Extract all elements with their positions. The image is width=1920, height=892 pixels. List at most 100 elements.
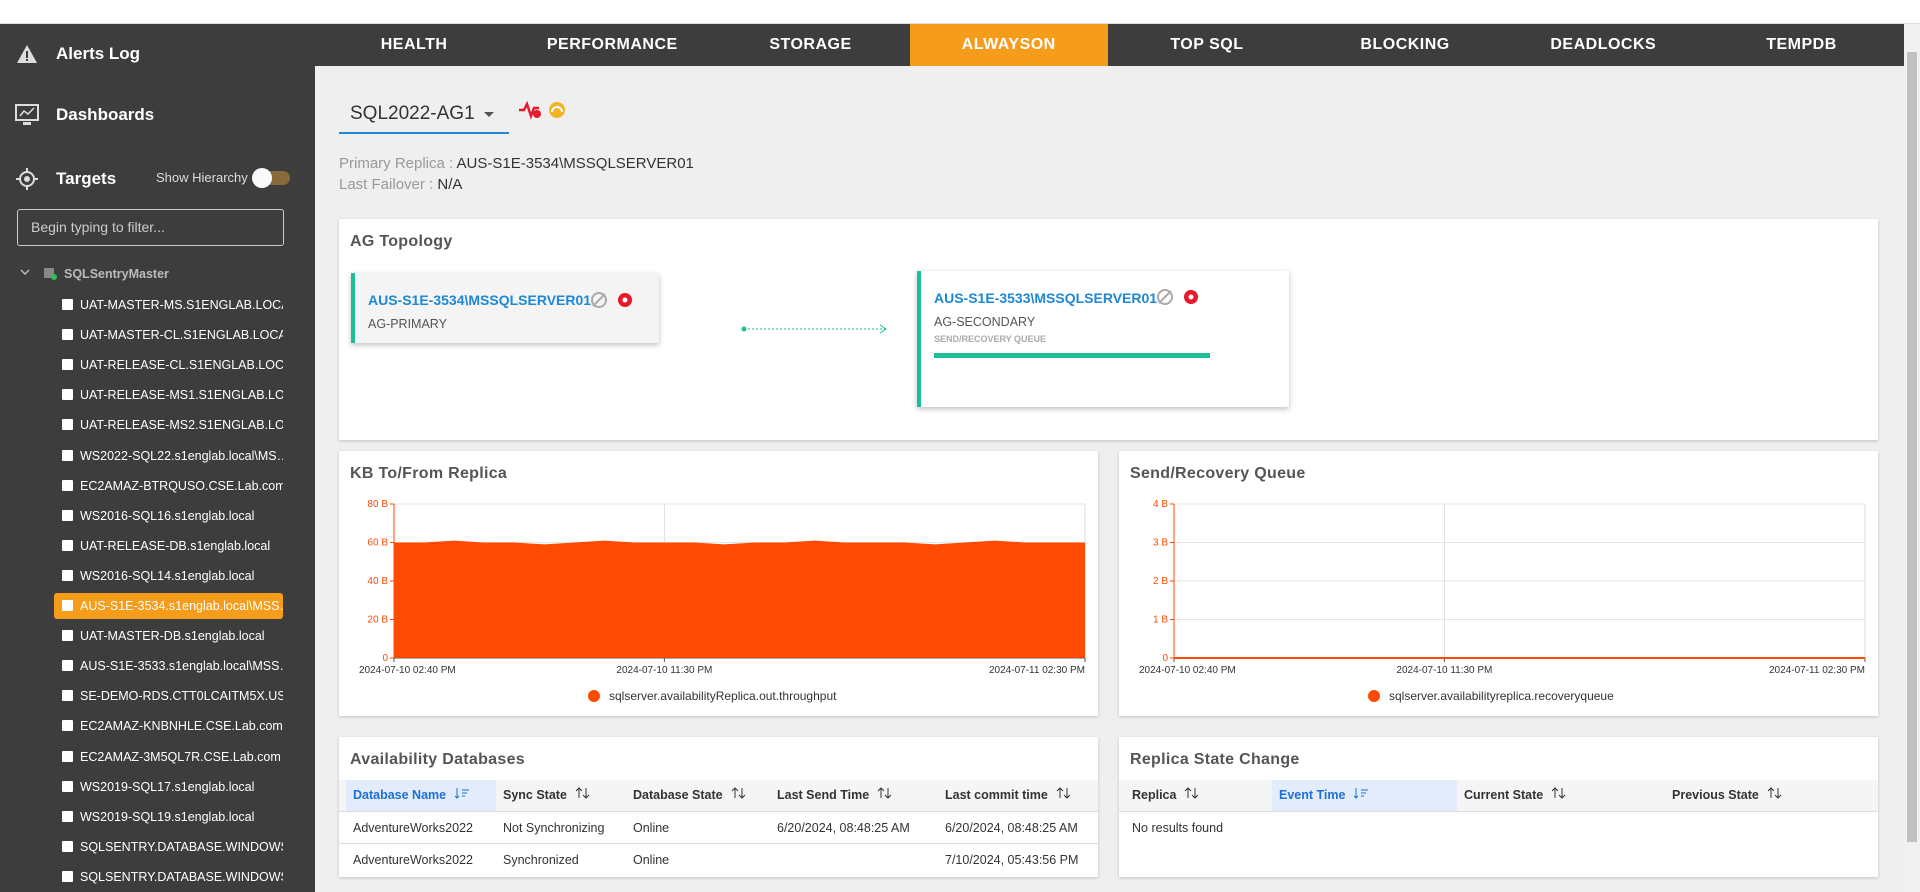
y-tick-label: 2 B — [1153, 576, 1168, 587]
sort-icon — [575, 787, 590, 799]
target-item[interactable]: WS2016-SQL16.s1englab.local — [54, 503, 283, 529]
target-item[interactable]: WS2019-SQL17.s1englab.local — [54, 774, 283, 800]
tab[interactable]: TEMPDB — [1766, 36, 1837, 53]
item-icon — [62, 539, 73, 551]
legend-label: sqlserver.availabilityReplica.out.throug… — [609, 689, 837, 703]
sort-icon — [877, 787, 892, 799]
x-tick-label: 2024-07-10 11:30 PM — [616, 665, 712, 676]
target-item[interactable]: WS2022-SQL22.s1englab.local\MS… — [54, 443, 283, 469]
column-header[interactable]: Replica — [1125, 780, 1272, 811]
y-tick-label: 20 B — [367, 615, 388, 626]
target-item[interactable]: SQLSENTRY.DATABASE.WINDOWS.… — [54, 864, 283, 890]
tree-root[interactable]: SQLSentryMaster — [64, 267, 169, 281]
chart-card: Send/Recovery Queue 0 1 B 2 B 3 B 4 B 2024-07-… — [1119, 451, 1878, 716]
target-item[interactable]: UAT-RELEASE-CL.S1ENGLAB.LOCAL — [54, 352, 283, 378]
item-icon — [62, 389, 73, 401]
nav-dashboards[interactable]: Dashboards — [56, 105, 155, 124]
target-item[interactable]: EC2AMAZ-BTRQUSO.CSE.Lab.com — [54, 473, 283, 499]
target-item[interactable]: AUS-S1E-3533.s1englab.local\MSS… — [54, 653, 283, 679]
item-icon — [62, 600, 73, 611]
node-name: AUS-S1E-3533\MSSQLSERVER01 — [934, 290, 1158, 306]
tab[interactable]: TOP SQL — [1170, 36, 1244, 53]
card-title: KB To/From Replica — [350, 465, 508, 482]
target-item[interactable]: UAT-MASTER-DB.s1englab.local — [54, 623, 283, 649]
primary-replica-row: Primary Replica : AUS-S1E-3534\MSSQLSERV… — [339, 155, 694, 172]
item-icon — [62, 810, 73, 822]
filter-input[interactable]: Begin typing to filter... — [17, 209, 284, 246]
secondary-node[interactable]: AUS-S1E-3533\MSSQLSERVER01 AG-SECONDARY … — [917, 271, 1289, 407]
target-item[interactable]: UAT-RELEASE-DB.s1englab.local — [54, 533, 283, 559]
row-divider — [339, 811, 1098, 812]
target-item[interactable]: UAT-MASTER-CL.S1ENGLAB.LOCAL — [54, 322, 283, 348]
chart: 0 20 B 40 B 60 B 80 B 2024-07-10 02:40 PM 2024… — [359, 499, 1086, 703]
cell: Synchronized — [503, 853, 579, 867]
topology-card: AG Topology AUS-S1E-3534\MSSQLSERVER01 A… — [339, 219, 1878, 440]
y-tick-label: 0 — [382, 653, 388, 664]
tab[interactable]: HEALTH — [380, 36, 448, 53]
sort-icon — [1056, 787, 1071, 799]
chart-card: KB To/From Replica 0 20 B 40 B 60 B 80 B 2024-… — [339, 451, 1098, 716]
header-row — [1119, 780, 1878, 811]
nav-alerts[interactable]: Alerts Log — [56, 44, 141, 63]
column-header[interactable]: Database State — [626, 780, 770, 811]
cell: AdventureWorks2022 — [353, 821, 473, 835]
tab-bar: HEALTH PERFORMANCE STORAGE ALWAYSON TOP SQL B… — [315, 24, 1905, 66]
cell: 7/10/2024, 05:43:56 PM — [945, 853, 1079, 867]
card-title: Send/Recovery Queue — [1130, 465, 1306, 482]
y-tick-label: 40 B — [367, 576, 388, 587]
ag-select[interactable]: SQL2022-AG1 — [339, 94, 509, 134]
target-item[interactable]: UAT-RELEASE-MS1.S1ENGLAB.LOC… — [54, 382, 283, 408]
tab[interactable]: STORAGE — [769, 36, 852, 53]
sidebar: Alerts Log Dashboards Targets Show Hiera… — [0, 24, 315, 892]
node-name: AUS-S1E-3534\MSSQLSERVER01 — [368, 292, 592, 308]
tab[interactable]: PERFORMANCE — [546, 36, 678, 53]
label: Primary Replica : — [339, 155, 454, 172]
x-tick-label: 2024-07-10 11:30 PM — [1396, 665, 1492, 676]
sort-icon — [731, 787, 745, 799]
sort-icon — [1767, 787, 1782, 799]
target-item[interactable]: SE-DEMO-RDS.CTT0LCAITM5X.US-… — [54, 683, 283, 709]
tab[interactable]: DEADLOCKS — [1550, 36, 1657, 53]
y-tick-label: 3 B — [1153, 538, 1168, 549]
dashboard-icon — [15, 104, 39, 125]
tab[interactable]: ALWAYSON — [909, 24, 1108, 66]
hierarchy-toggle[interactable] — [252, 168, 290, 188]
target-item[interactable]: WS2016-SQL14.s1englab.local — [54, 563, 283, 589]
item-icon — [62, 660, 73, 672]
area — [394, 540, 1085, 658]
target-item[interactable]: SQLSENTRY.DATABASE.WINDOWS.… — [54, 834, 283, 860]
column-header[interactable]: Previous State — [1665, 780, 1878, 811]
target-item[interactable]: UAT-RELEASE-MS2.S1ENGLAB.LOC… — [54, 412, 283, 438]
label: Last Failover : — [339, 176, 434, 193]
availability-databases-card: Availability Databases Database Name Sync… — [339, 737, 1098, 877]
empty-message: No results found — [1132, 821, 1224, 835]
target-item[interactable]: UAT-MASTER-MS.S1ENGLAB.LOCAL — [54, 292, 283, 318]
column-header[interactable]: Event Time — [1272, 780, 1457, 811]
column-header[interactable]: Database Name — [346, 780, 496, 811]
card-title: Replica State Change — [1130, 751, 1300, 768]
tab[interactable]: BLOCKING — [1360, 36, 1450, 53]
target-item[interactable]: EC2AMAZ-3M5QL7R.CSE.Lab.com — [54, 744, 283, 770]
column-header[interactable]: Last Send Time — [770, 780, 938, 811]
column-header[interactable]: Sync State — [496, 780, 626, 811]
scrollbar — [1904, 24, 1920, 892]
replication-arrow — [741, 324, 887, 334]
primary-node[interactable]: AUS-S1E-3534\MSSQLSERVER01 AG-PRIMARY — [351, 273, 659, 343]
item-icon — [62, 479, 73, 491]
target-item[interactable]: EC2AMAZ-KNBNHLE.CSE.Lab.com — [54, 713, 283, 739]
target-item[interactable]: WS2019-SQL19.s1englab.local — [54, 804, 283, 830]
chart: 0 1 B 2 B 3 B 4 B 2024-07-10 02:40 PM 2024-07-… — [1139, 499, 1866, 703]
queue-label: SEND/RECOVERY QUEUE — [934, 334, 1047, 344]
column-header[interactable]: Current State — [1457, 780, 1665, 811]
node-role: AG-PRIMARY — [368, 317, 447, 331]
sort-icon — [1185, 787, 1199, 799]
card-title: Availability Databases — [350, 751, 525, 768]
x-tick-label: 2024-07-11 02:30 PM — [1769, 665, 1865, 676]
last-failover-row: Last Failover : N/A — [339, 176, 462, 193]
column-header[interactable]: Last commit time — [938, 780, 1098, 811]
target-item[interactable]: AUS-S1E-3534.s1englab.local\MSS… — [54, 593, 283, 619]
y-tick-label: 4 B — [1153, 499, 1168, 510]
nav-targets[interactable]: Targets — [56, 169, 117, 188]
node-icons — [1157, 289, 1198, 305]
item-icon — [62, 329, 73, 341]
